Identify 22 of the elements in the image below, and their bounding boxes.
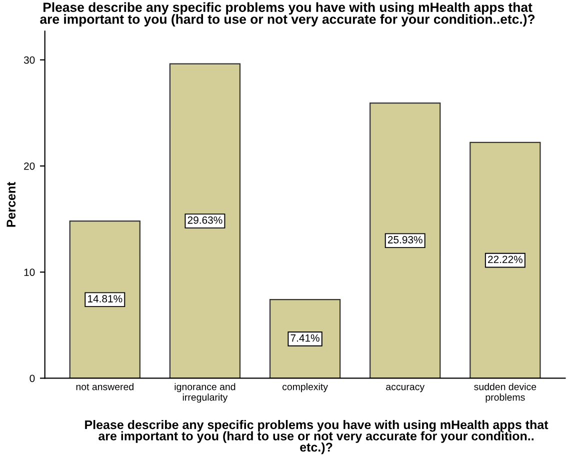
x-tick-label: complexity — [282, 383, 328, 392]
bar — [69, 220, 140, 378]
y-tick-label: 0 — [30, 374, 35, 382]
bar — [269, 299, 341, 378]
bar — [370, 102, 441, 378]
y-tick-label: 20 — [24, 162, 35, 170]
x-tick-label: ignorance and irregularity — [174, 383, 236, 403]
data-label: 22.22% — [488, 256, 522, 264]
data-label: 14.81% — [88, 295, 122, 302]
bar — [470, 142, 541, 378]
x-tick-label: not answered — [76, 383, 134, 390]
data-label: 25.93% — [388, 236, 422, 244]
bar — [169, 63, 241, 378]
y-axis-title: Percent — [6, 182, 16, 227]
x-tick-label: accuracy — [386, 384, 425, 392]
x-tick-label: sudden device problems — [474, 383, 536, 403]
chart-title: Please describe any specific problems you have with using mHealth apps that are important to you (hard to use or not very accurate for your condition..etc.)? — [40, 2, 535, 26]
x-axis-title: Please describe any specific problems you have with using mHealth apps that are important to you (hard to use or not very accurate for your condition.. etc.)? — [85, 420, 548, 454]
y-tick-label: 30 — [24, 56, 35, 64]
data-label: 7.41% — [290, 334, 320, 342]
data-label: 29.63% — [188, 216, 222, 224]
y-tick-label: 10 — [24, 268, 35, 276]
